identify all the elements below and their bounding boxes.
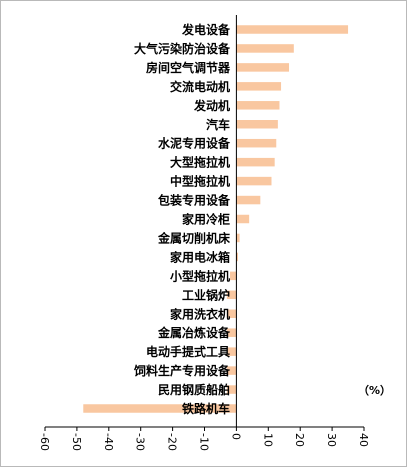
category-label: 中型拖拉机 (170, 174, 230, 189)
category-label: 大型拖拉机 (170, 155, 230, 170)
bar (226, 347, 237, 356)
category-label: 铁路机车 (182, 401, 230, 416)
category-label: 民用钢质船舶 (158, 382, 230, 397)
category-label: 发动机 (193, 98, 230, 113)
bar (236, 101, 280, 110)
bar (236, 44, 294, 53)
bar (236, 25, 349, 34)
x-tick-label: 40 (357, 433, 370, 447)
bar (226, 385, 237, 394)
category-label: 家用电冰箱 (170, 249, 230, 264)
bar (236, 195, 261, 205)
category-label: 大气污染防治设备 (134, 41, 231, 56)
bar (226, 290, 237, 300)
category-label: 金属切削机床 (157, 230, 231, 245)
bar (236, 82, 282, 91)
category-label: 小型拖拉机 (170, 268, 230, 283)
category-label: 水泥专用设备 (158, 136, 231, 151)
category-label: 电动手提式工具 (146, 344, 230, 359)
category-labels: 发电设备大气污染防治设备房间空气调节器交流电动机发动机汽车水泥专用设备大型拖拉机… (133, 22, 231, 416)
bar (226, 366, 237, 375)
bar (226, 328, 237, 337)
category-label: 家用冷柜 (182, 212, 230, 227)
bars-group (83, 25, 349, 413)
x-tick-label: -40 (102, 433, 115, 451)
bar (236, 233, 240, 243)
x-axis: -60 -50 -40 -30 -20 -10 0 10 20 30 40 (38, 15, 370, 451)
category-label: 汽车 (206, 117, 230, 132)
x-tick-label: 30 (325, 433, 338, 447)
x-tick-label: 20 (293, 433, 306, 447)
x-tick-label: 0 (229, 433, 242, 440)
category-label: 饲料生产专用设备 (133, 363, 231, 378)
category-label: 发电设备 (181, 22, 231, 37)
category-label: 家用洗衣机 (170, 306, 230, 321)
bar (236, 138, 277, 148)
category-label: 房间空气调节器 (146, 60, 231, 75)
bar (226, 309, 237, 318)
x-tick-label: -50 (70, 433, 83, 451)
bar (236, 120, 278, 129)
bar (236, 157, 275, 167)
unit-label: （%） (358, 384, 391, 397)
bar (83, 404, 237, 413)
bar (236, 214, 250, 224)
bar (236, 63, 290, 72)
bar (230, 271, 237, 281)
x-tick-label: 10 (261, 433, 274, 447)
x-tick-label: -60 (38, 433, 51, 451)
bar (236, 176, 272, 186)
x-tick-label: -20 (166, 433, 179, 451)
bar (236, 252, 238, 262)
category-label: 工业锅炉 (182, 287, 230, 302)
category-label: 包装专用设备 (157, 193, 231, 208)
x-tick-label: -10 (198, 433, 211, 451)
x-tick-label: -30 (134, 433, 147, 451)
category-label: 金属冶炼设备 (157, 325, 231, 340)
category-label: 交流电动机 (170, 79, 230, 94)
